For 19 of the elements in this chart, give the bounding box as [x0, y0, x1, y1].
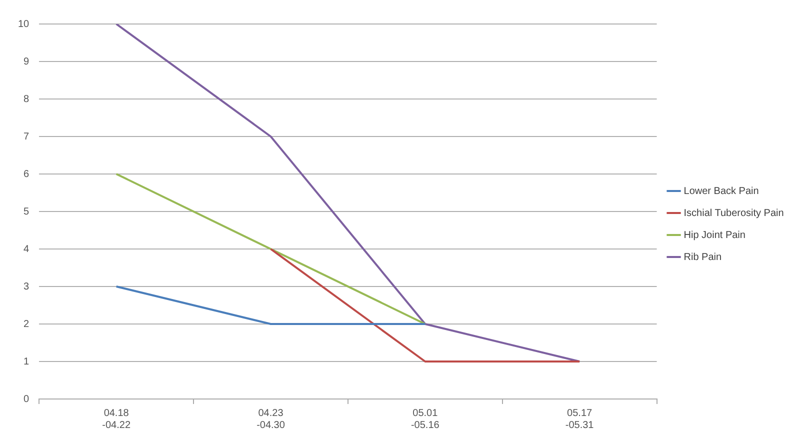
x-tick-label: 04.23 -04.30: [256, 408, 286, 431]
legend-label: Ischial Tuberosity Pain: [684, 208, 784, 219]
x-tick-label: 05.17 -05.31: [565, 408, 594, 431]
y-tick-label: 2: [24, 318, 30, 330]
y-tick-label: 0: [24, 394, 30, 405]
y-tick-label: 5: [24, 206, 30, 218]
x-tick-label: 04.18 -04.22: [102, 408, 131, 431]
y-tick-label: 4: [24, 244, 30, 255]
y-tick-label: 9: [24, 56, 30, 68]
y-tick-label: 3: [24, 281, 30, 292]
legend-label: Rib Pain: [684, 252, 722, 263]
x-tick-label: 05.01 -05.16: [410, 408, 440, 431]
legend-label: Hip Joint Pain: [684, 230, 746, 241]
y-tick-label: 6: [24, 168, 30, 180]
y-tick-label: 1: [24, 356, 30, 368]
y-tick-label: 10: [18, 18, 30, 30]
y-tick-label: 7: [24, 131, 30, 142]
legend-label: Lower Back Pain: [684, 186, 759, 197]
y-tick-label: 8: [24, 94, 30, 105]
